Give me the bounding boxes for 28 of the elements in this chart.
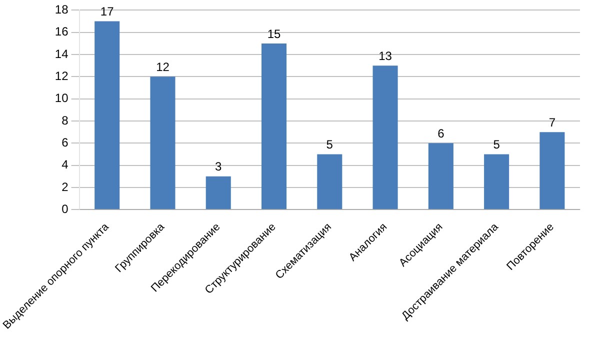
y-tick-label: 4 xyxy=(62,158,69,172)
data-label: 15 xyxy=(267,26,281,41)
data-label: 6 xyxy=(438,126,445,140)
bar xyxy=(206,176,231,210)
y-tick-label: 10 xyxy=(54,91,69,106)
data-label: 5 xyxy=(326,138,334,152)
data-label: 13 xyxy=(378,48,392,63)
bar xyxy=(94,21,120,210)
bar xyxy=(261,43,287,210)
y-tick-label: 14 xyxy=(54,46,69,61)
y-tick-label: 12 xyxy=(54,68,69,83)
bar xyxy=(484,154,510,210)
bar xyxy=(428,143,454,210)
data-label: 3 xyxy=(215,160,222,174)
data-label: 5 xyxy=(493,138,500,152)
y-tick-label: 18 xyxy=(54,2,69,17)
y-tick-label: 6 xyxy=(62,135,69,150)
y-tick-label: 16 xyxy=(54,24,69,39)
data-label: 17 xyxy=(100,4,114,19)
y-tick-label: 8 xyxy=(62,113,69,128)
y-tick-label: 0 xyxy=(62,202,69,216)
bar xyxy=(317,154,342,210)
bar xyxy=(540,132,565,210)
data-label: 12 xyxy=(156,60,170,74)
y-tick-label: 2 xyxy=(62,180,69,194)
data-label: 7 xyxy=(548,115,556,130)
bar xyxy=(372,66,398,210)
bar xyxy=(150,76,176,210)
